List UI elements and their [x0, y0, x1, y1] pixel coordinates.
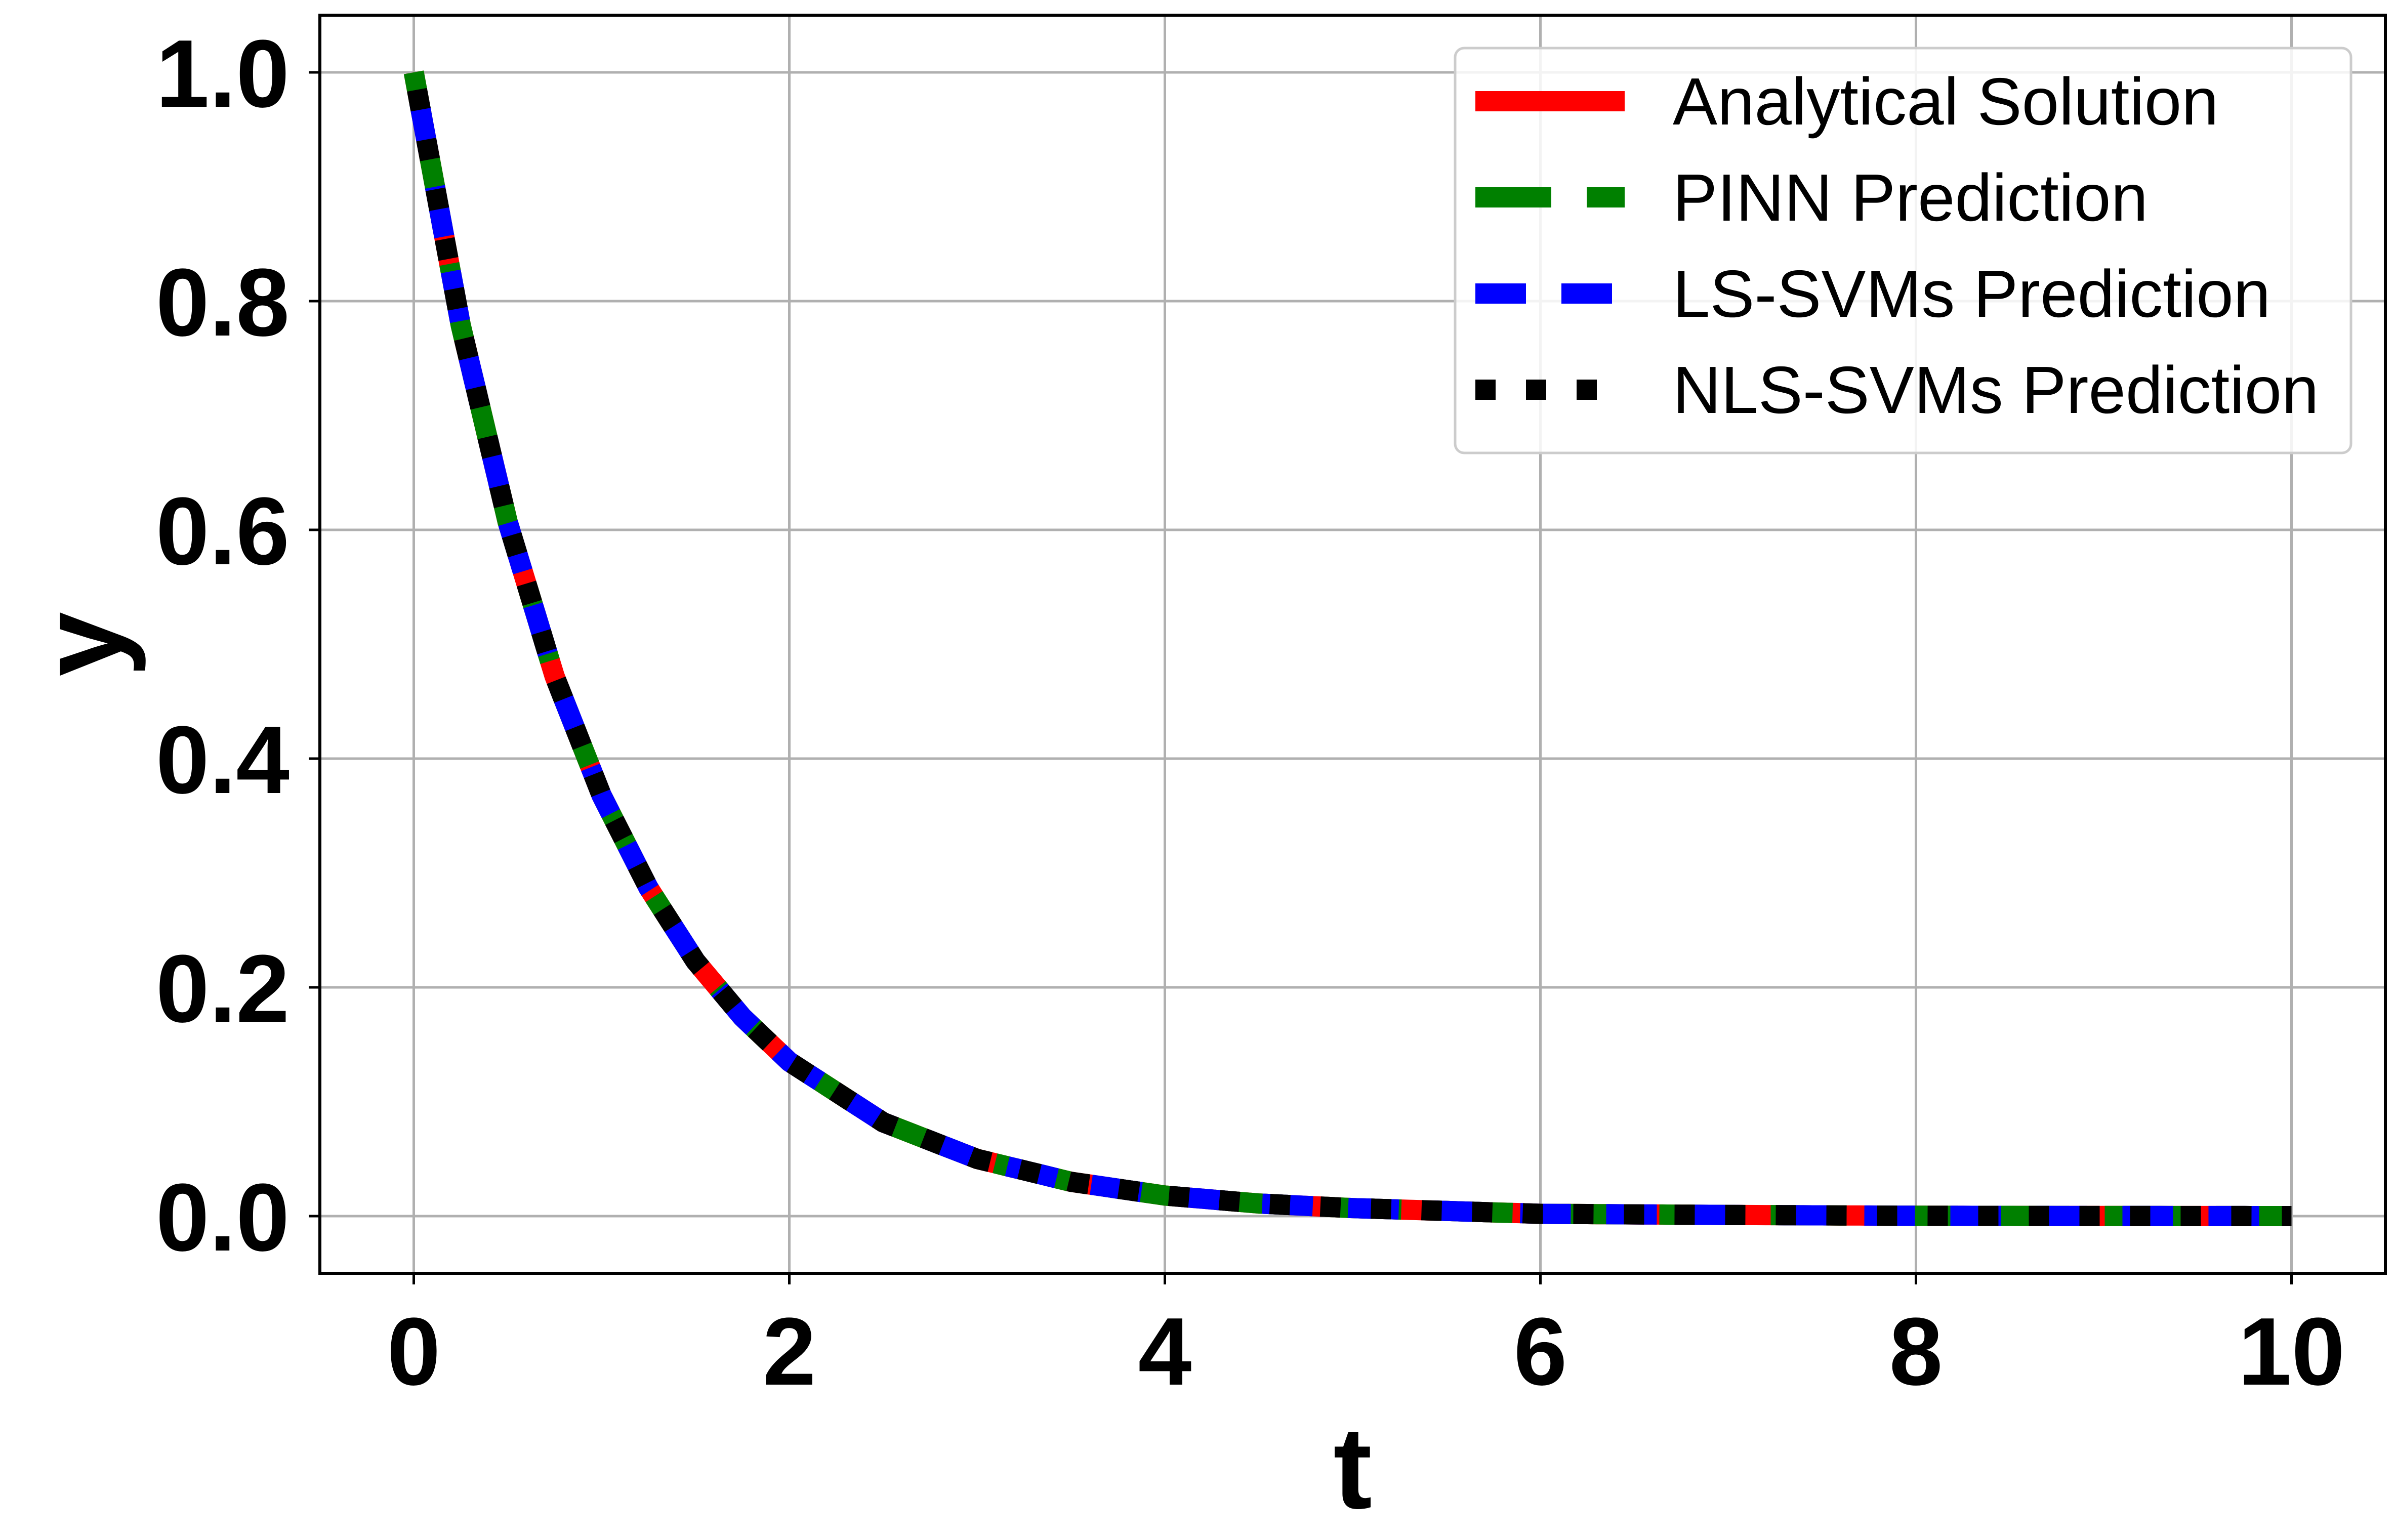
series-line-3 [403, 70, 2292, 1226]
y-tick-label: 0.6 [156, 478, 290, 585]
axis-ticks: 0 2 4 6 8 10 0.0 0.2 0.4 0.6 0.8 1.0 [156, 20, 2345, 1405]
y-tick-label: 1.0 [156, 20, 290, 128]
legend-label-2: LS-SVMs Prediction [1673, 257, 2270, 331]
y-tick-label: 0.8 [156, 249, 290, 356]
legend: Analytical Solution PINN Prediction LS-SVM… [1454, 47, 2352, 454]
plot-frame [318, 14, 2387, 1275]
legend-label-0: Analytical Solution [1673, 64, 2219, 139]
y-tick-label: 0.0 [156, 1164, 290, 1271]
y-tick-label: 0.2 [156, 935, 290, 1043]
y-tick-label: 0.4 [156, 706, 290, 814]
x-tick-label: 10 [2238, 1298, 2345, 1405]
y-axis-label: y [16, 612, 146, 677]
legend-box [1454, 47, 2352, 454]
series-lines [403, 70, 2292, 1226]
x-tick-label: 2 [763, 1298, 816, 1405]
legend-label-1: PINN Prediction [1673, 160, 2148, 235]
x-axis-label: t [1333, 1403, 1372, 1533]
x-tick-label: 8 [1889, 1298, 1943, 1405]
x-tick-label: 4 [1138, 1298, 1192, 1405]
legend-label-3: NLS-SVMs Prediction [1673, 353, 2319, 427]
x-tick-label: 6 [1514, 1298, 1567, 1405]
x-tick-label: 0 [387, 1298, 441, 1405]
